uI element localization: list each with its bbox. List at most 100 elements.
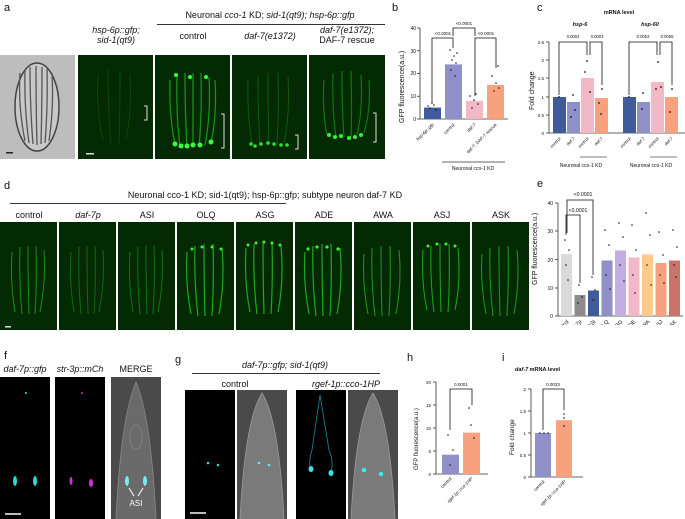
panel-label-a: a (4, 2, 11, 14)
panel-label-h: h (407, 352, 414, 364)
panel-g-header-rule (192, 373, 380, 374)
gfp-image-daf7-rescue (309, 55, 385, 159)
xtick: daf-7 (635, 136, 646, 147)
xtick: control (647, 136, 660, 149)
xtick: ASG (612, 319, 624, 325)
gfp-image-hsp6-sid1 (78, 55, 153, 159)
xtick: daf-7 (663, 136, 674, 147)
chart-i: daf-7 mRNA level Fold change 2 1.5 1 0.5… (509, 367, 583, 507)
chart-i-ylabel: Fold change (509, 419, 516, 455)
ytick: 5 (428, 449, 431, 454)
worm-brightfield-graphic (6, 62, 60, 154)
chart-e-ylabel: GFP fluorescence(a.u.) (532, 213, 539, 285)
ytick: 0 (550, 314, 553, 320)
ytick: 30 (410, 49, 416, 55)
chart-b-points (427, 49, 500, 111)
xtick: control (549, 136, 562, 149)
panel-label-c: c (537, 2, 543, 14)
gfp-image-f-daf7p (0, 377, 50, 519)
ytick: 2 (523, 387, 526, 392)
sig-annotation: <0.0001 (435, 31, 452, 36)
panel-f-col: str-3p::mCh (56, 364, 104, 374)
ytick: 10 (410, 94, 416, 100)
worm-gfp-graphic (169, 72, 225, 149)
ytick: 30 (547, 229, 553, 235)
panel-d-header: Neuronal cco-1 KD; sid-1(qt9); hsp-6p::g… (127, 190, 403, 200)
xtick: ASI (587, 319, 598, 325)
xtick: hsp-6p::gfp (415, 122, 435, 142)
ytick: 20 (410, 71, 416, 77)
sig-annotation: 0.0004 (567, 34, 580, 39)
worm-gfp-graphic (247, 72, 299, 150)
bar (442, 454, 459, 474)
worm-gfp-graphic (86, 69, 148, 155)
panel-label-b: b (392, 2, 399, 14)
ytick: 15 (426, 403, 432, 408)
gfp-image-control (155, 55, 230, 159)
panel-label-d: d (4, 180, 11, 192)
ytick: 20 (426, 380, 432, 385)
panel-f-col: daf-7p::gfp (3, 364, 47, 374)
xtick: daf-7 (565, 136, 576, 147)
col-label-line: DAF-7 rescue (319, 35, 375, 45)
chart-c-subtitle: hsp-6 (573, 22, 589, 28)
gfp-image-d-ask (472, 222, 529, 330)
sig-annotation: 0.0033 (546, 382, 560, 387)
xtick: ASJ (653, 319, 665, 325)
panel-g-col-control: control (221, 379, 249, 389)
ytick: 0.5 (538, 113, 545, 118)
ytick: 40 (547, 201, 553, 207)
chart-i-title: daf-7 mRNA level (515, 367, 561, 373)
sig-annotation: <0.0001 (569, 208, 588, 214)
sig-annotation: <0.0001 (456, 21, 473, 26)
gfp-image-d-olq (177, 222, 234, 330)
ytick: 0 (413, 117, 416, 123)
gfp-image-d-asj (413, 222, 470, 330)
header-text: cco-1 (224, 10, 247, 20)
xtick: control (533, 479, 546, 492)
gfp-image-d-daf7p (59, 222, 116, 330)
bar (463, 432, 480, 474)
xtick: daf-7 (593, 136, 604, 147)
panel-d-col: ASI (139, 210, 155, 220)
chart-h: GFP fluorescence(a.u.) 20 15 10 5 0 0.00… (414, 380, 488, 504)
xtick: control (619, 136, 632, 149)
merge-image-g-rgef (348, 390, 398, 519)
ytick: 0 (541, 131, 544, 136)
ytick: 10 (426, 426, 432, 431)
chart-b: GFP fluorescence(a.u.) 40 30 20 10 0 <0.… (399, 21, 508, 172)
col-label-line: hsp-6p::gfp; (92, 25, 140, 35)
col-label-line: daf-7(e1372); (319, 25, 375, 35)
header-text: Neuronal (185, 10, 225, 20)
ytick: 1.5 (520, 409, 527, 414)
panel-d-col: AWA (373, 210, 393, 220)
ytick: 1.5 (538, 76, 545, 81)
ytick: 0 (428, 472, 431, 477)
bar (535, 433, 551, 477)
panel-d-col: control (15, 210, 43, 220)
panel-d-col: ASK (491, 210, 510, 220)
sig-annotation: 0.0001 (454, 382, 468, 387)
panel-g-col-rgef: rgef-1p::cco-1HP (311, 379, 381, 389)
xtick: OLQ (598, 319, 611, 325)
sig-annotation: <0.0001 (478, 31, 495, 36)
ytick: 1 (541, 95, 544, 100)
ytick: 0.5 (520, 453, 527, 458)
panel-d-col: ASG (255, 210, 275, 220)
header-text: sid-1(qt9); hsp-6p::gfp (266, 10, 355, 20)
chart-b-sig-brackets (431, 27, 497, 103)
chart-b-ylabel: GFP fluorescence(a.u.) (399, 51, 406, 123)
xtick: control (554, 319, 570, 325)
xtick: control (443, 122, 456, 135)
panel-a-col1-label: hsp-6p::gfp; sid-1(qt9) (78, 25, 154, 45)
xtick: ADE (625, 319, 637, 325)
panel-label-f: f (4, 350, 8, 362)
panel-g-header: daf-7p::gfp; sid-1(qt9) (241, 360, 329, 370)
panel-a-header-rule (157, 24, 385, 25)
header-text: KD; (246, 10, 267, 20)
chart-c-title: mRNA level (604, 10, 635, 16)
ytick: 20 (547, 258, 553, 264)
gfp-image-daf7 (232, 55, 307, 159)
chart-b-bars (424, 64, 504, 119)
panel-d-col: OLQ (196, 210, 216, 220)
